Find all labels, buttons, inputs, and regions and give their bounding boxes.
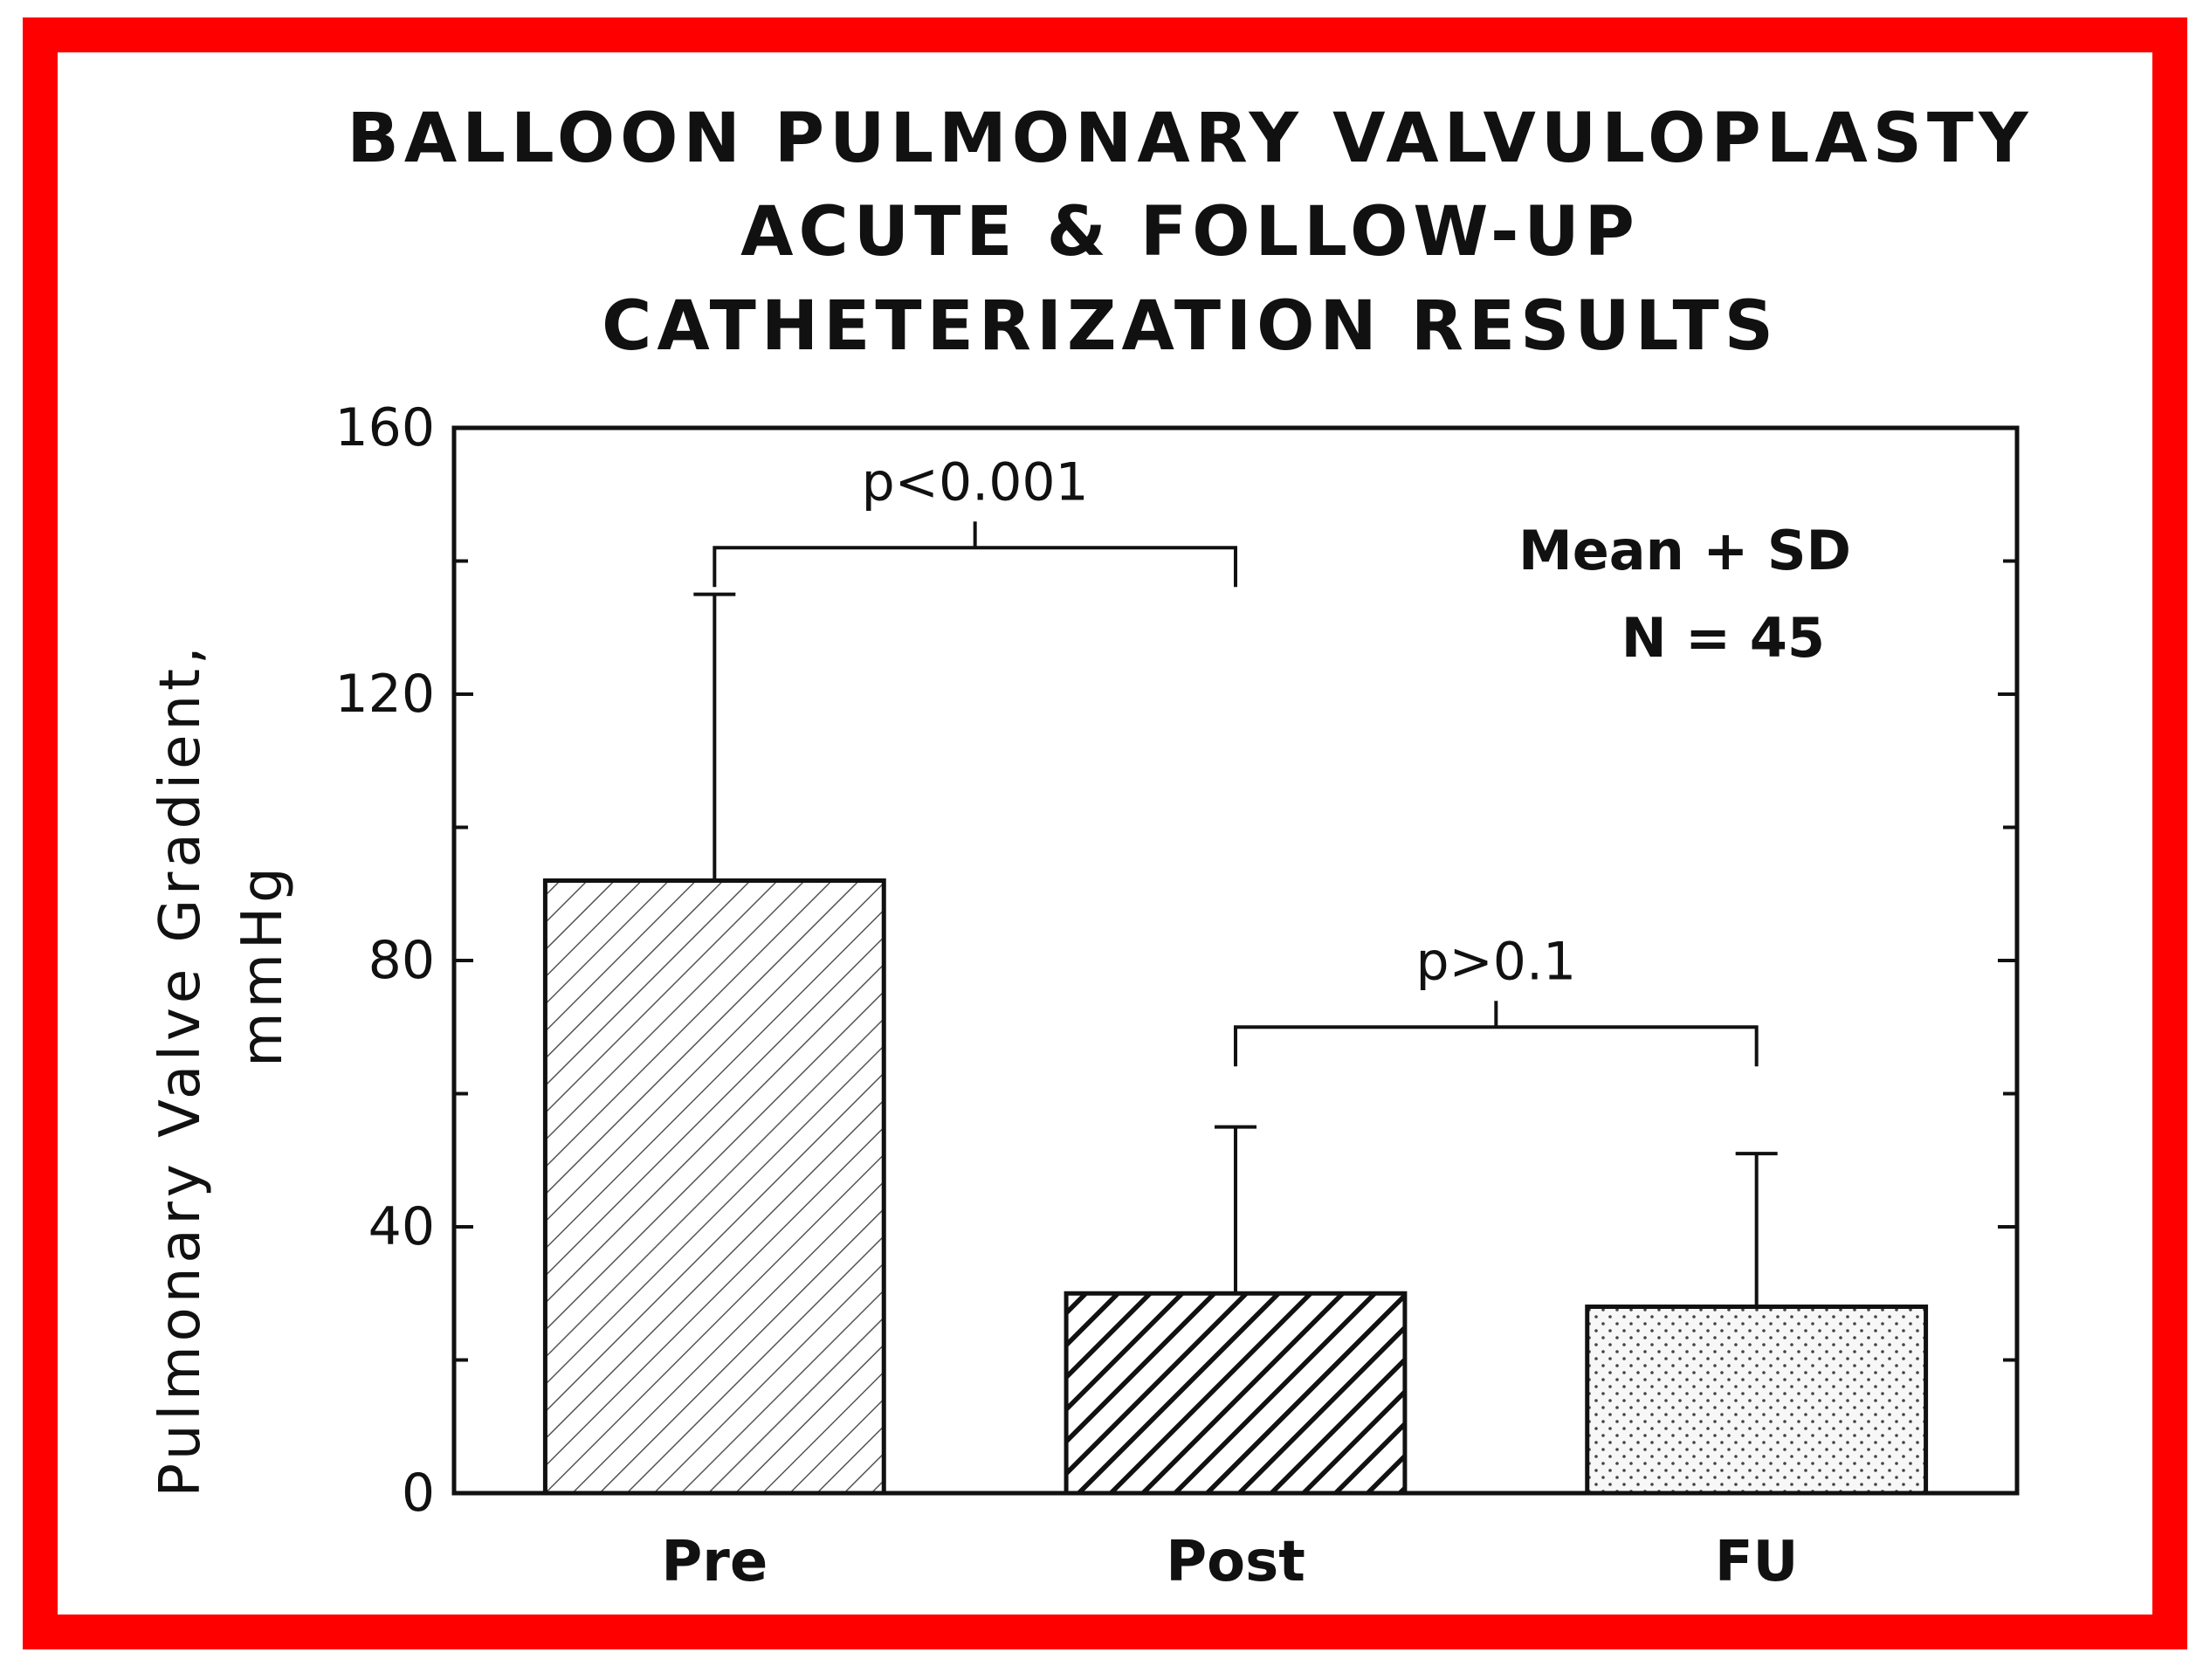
- y-tick-label: 40: [368, 1196, 435, 1257]
- y-axis-label-line-2: mmHg: [231, 863, 295, 1066]
- error-bars-group: [693, 592, 1778, 1307]
- bar-pre: [542, 878, 886, 1496]
- title-line-3: CATHETERIZATION RESULTS: [602, 287, 1779, 366]
- significance-bracket-1: p<0.001: [713, 451, 1237, 588]
- y-tick-label: 80: [368, 930, 435, 991]
- legend-note-line-2: N = 45: [1621, 606, 1825, 670]
- category-label-fu: FU: [1715, 1530, 1799, 1594]
- y-axis-label-line-1: Pulmonary Valve Gradient,: [148, 643, 213, 1498]
- chart-title: BALLOON PULMONARY VALVULOPLASTY ACUTE & …: [347, 100, 2033, 366]
- y-tick-label: 120: [334, 664, 435, 725]
- p-value-label: p<0.001: [862, 451, 1089, 513]
- y-tick-label: 0: [402, 1463, 435, 1524]
- legend-note-line-1: Mean + SD: [1518, 519, 1851, 582]
- bar-post: [1064, 1291, 1408, 1496]
- significance-annotations: p<0.001 p>0.1: [713, 451, 1759, 1067]
- y-axis-ticks: 0 40 80 120 160: [334, 397, 2017, 1524]
- bars-group: [542, 878, 1929, 1496]
- legend-note: Mean + SD N = 45: [1518, 519, 1851, 670]
- bracket-line: [1234, 1025, 1759, 1067]
- category-label-pre: Pre: [661, 1530, 768, 1594]
- p-value-label: p>0.1: [1415, 931, 1576, 992]
- bracket-line: [713, 546, 1237, 588]
- y-axis-label: Pulmonary Valve Gradient, mmHg: [148, 643, 295, 1498]
- y-tick-label: 160: [334, 397, 435, 458]
- bar-fu: [1585, 1305, 1929, 1496]
- title-line-1: BALLOON PULMONARY VALVULOPLASTY: [347, 100, 2033, 178]
- significance-bracket-2: p>0.1: [1234, 931, 1759, 1067]
- category-label-post: Post: [1166, 1530, 1305, 1594]
- red-border: [23, 17, 2187, 1649]
- title-line-2: ACUTE & FOLLOW-UP: [740, 193, 1640, 272]
- category-labels: Pre Post FU: [661, 1530, 1798, 1594]
